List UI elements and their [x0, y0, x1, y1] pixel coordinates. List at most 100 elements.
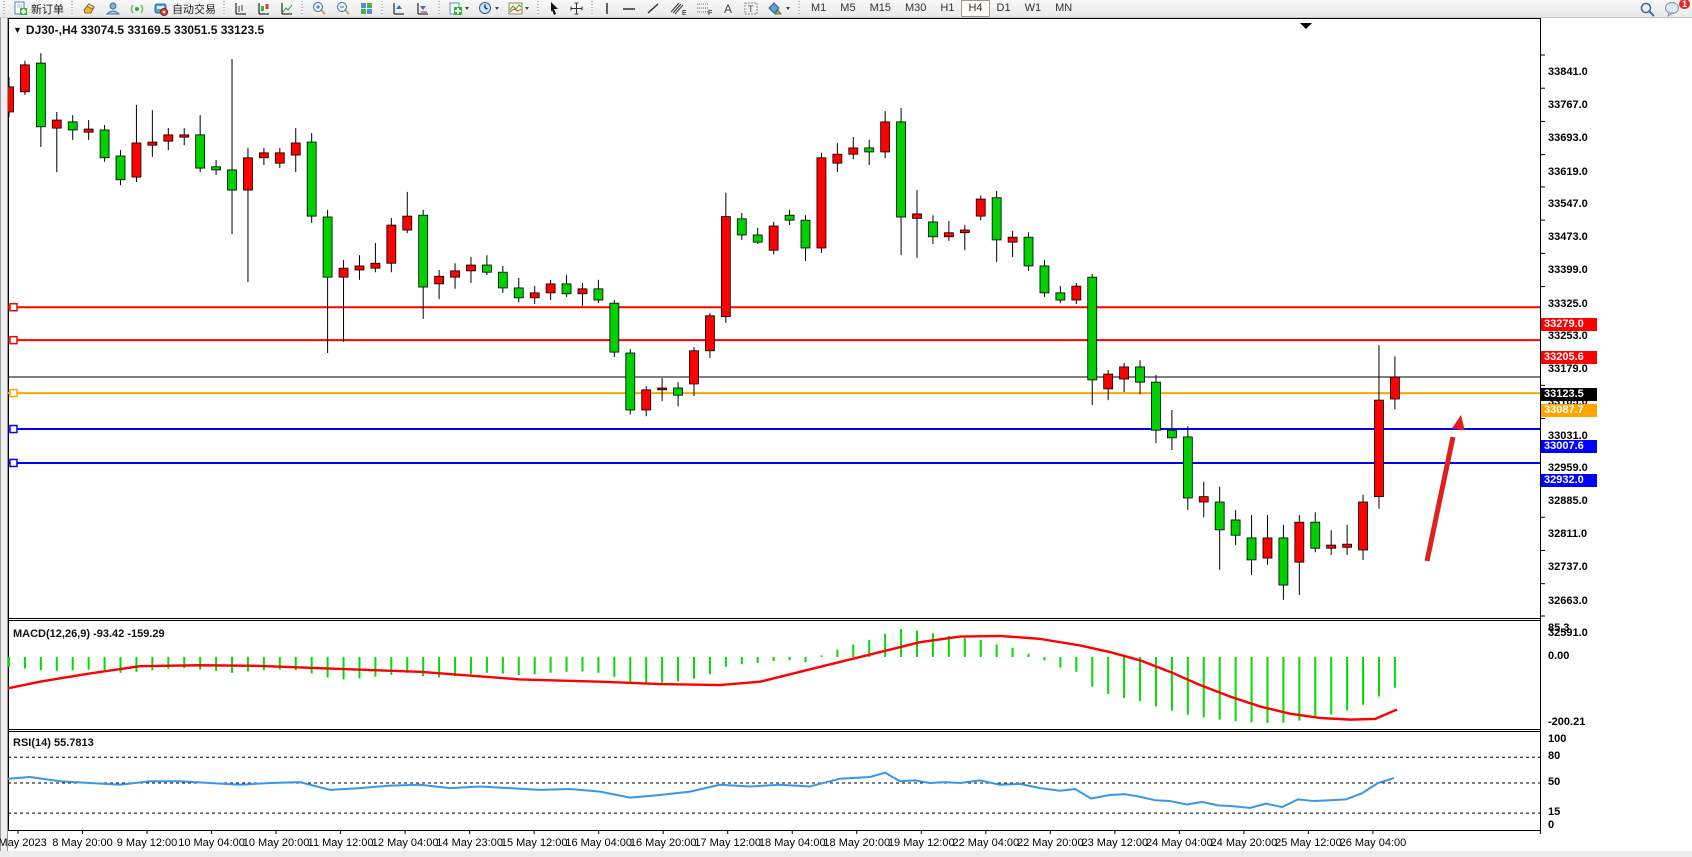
tile-windows-icon	[359, 1, 374, 16]
chat-button[interactable]: 1	[1660, 0, 1690, 17]
bar-chart-button[interactable]	[229, 0, 252, 17]
candle-body	[959, 229, 970, 234]
vertical-line-button[interactable]	[597, 0, 617, 17]
tile-windows-button[interactable]	[355, 0, 378, 17]
zoom-in-icon	[311, 1, 327, 16]
price-badge-33279.0: 33279.0	[1541, 318, 1597, 332]
time-axis-label: 16 May 20:00	[629, 837, 697, 849]
time-axis-label: 24 May 04:00	[1146, 837, 1213, 849]
candle-body	[1358, 501, 1368, 551]
toolbar-separator	[797, 1, 802, 16]
new-order-button[interactable]: 新订单	[9, 0, 68, 17]
time-axis-label: 22 May 20:00	[1016, 837, 1084, 849]
candle-body	[306, 141, 317, 217]
horizontal-scrollbar[interactable]	[0, 851, 1692, 857]
level-handle[interactable]	[9, 388, 18, 398]
add-indicator-button[interactable]	[444, 0, 474, 17]
template-chart-button[interactable]	[504, 0, 534, 17]
candle-body	[1262, 537, 1273, 559]
candle-body	[1103, 373, 1114, 390]
candle-body	[975, 198, 986, 217]
fibonacci-button[interactable]: F	[691, 0, 717, 17]
chart-shift-marker-icon[interactable]	[1300, 23, 1312, 29]
arrow-head[interactable]	[1452, 415, 1465, 431]
arrow-annotation[interactable]	[1424, 436, 1456, 562]
chat-icon	[1664, 1, 1682, 17]
candle-body	[1071, 285, 1082, 301]
candle-body	[1294, 521, 1305, 563]
cursor-icon	[547, 1, 561, 16]
timeframe-H4[interactable]: H4	[961, 0, 990, 17]
level-handle[interactable]	[9, 424, 18, 434]
signal-button[interactable]	[125, 0, 149, 17]
candle-body	[720, 216, 731, 318]
chat-badge: 1	[1678, 0, 1690, 9]
candle-body	[243, 157, 253, 191]
timeframe-D1[interactable]: D1	[996, 2, 1011, 14]
candle-body	[705, 315, 715, 352]
price-axis-label: 33693.0	[1548, 132, 1588, 145]
timeframe-W1[interactable]: W1	[1024, 2, 1042, 14]
rsi-line	[7, 771, 1395, 809]
timeframe-M30[interactable]: M30	[904, 2, 927, 14]
time-axis-label: 10 May 20:00	[242, 837, 310, 849]
candle-body	[83, 128, 94, 133]
horizontal-line-button[interactable]	[617, 0, 641, 17]
equidistant-channel-button[interactable]: E	[665, 0, 691, 17]
line-chart-button[interactable]	[275, 0, 298, 17]
macd-axis-label: 85.3	[1548, 621, 1570, 634]
autotrading-button[interactable]: 自动交易	[149, 0, 220, 17]
candles-group	[8, 53, 1400, 600]
svg-text:T: T	[748, 4, 754, 14]
candlestick-chart-button[interactable]	[252, 0, 275, 17]
price-axis-label: 33547.0	[1548, 197, 1588, 210]
level-handle[interactable]	[9, 335, 18, 345]
chart-canvas[interactable]	[0, 18, 1692, 857]
price-axis-label: 33473.0	[1548, 231, 1588, 244]
candle-body	[577, 288, 588, 295]
chart-window: ▼ DJ30-,H4 33074.5 33169.5 33051.5 33123.…	[0, 18, 1692, 857]
time-axis-label: 23 May 12:00	[1081, 837, 1149, 849]
cursor-button[interactable]	[543, 0, 565, 17]
autotrading-icon	[153, 1, 169, 16]
bucket-button[interactable]	[77, 0, 101, 17]
candle-body	[67, 121, 78, 131]
level-handle[interactable]	[9, 302, 18, 312]
timeframe-M1[interactable]: M1	[811, 2, 827, 14]
text-label-icon: T	[743, 1, 759, 16]
text-button[interactable]: A	[717, 0, 739, 17]
candle-body	[386, 224, 397, 264]
profile-button[interactable]	[101, 0, 125, 17]
candle-body	[1278, 537, 1289, 586]
candle-body	[1087, 276, 1098, 381]
candle-body	[689, 350, 699, 385]
indicator-subwindow-button[interactable]	[411, 0, 435, 17]
timeframe-H1[interactable]: H1	[940, 2, 955, 14]
timeframe-M5[interactable]: M5	[840, 2, 856, 14]
text-label-button[interactable]: T	[739, 0, 763, 17]
level-handle[interactable]	[9, 458, 18, 468]
candle-body	[211, 166, 221, 171]
time-axis-label: 26 May 04:00	[1339, 837, 1407, 849]
window-left-frame	[0, 18, 8, 857]
zoom-out-button[interactable]	[331, 0, 355, 17]
indicator-window-button[interactable]	[387, 0, 411, 17]
chart-menu-arrow-icon[interactable]: ▼	[13, 25, 22, 35]
time-axis-label: 8 May 20:00	[52, 837, 113, 849]
search-button[interactable]	[1635, 0, 1660, 17]
trendline-button[interactable]	[641, 0, 665, 17]
toolbar: 新订单 自动交易	[0, 0, 1692, 18]
timeframe-MN[interactable]: MN	[1055, 2, 1073, 14]
candle-body	[529, 292, 540, 299]
candle-body	[943, 232, 954, 238]
price-axis-label: 32959.0	[1548, 461, 1588, 474]
zoom-in-button[interactable]	[307, 0, 331, 17]
vertical-line-icon	[601, 1, 613, 16]
crosshair-button[interactable]	[565, 0, 588, 17]
price-axis-label: 33619.0	[1548, 165, 1588, 178]
timeframe-M15[interactable]: M15	[869, 2, 891, 14]
period-clock-button[interactable]	[474, 0, 504, 17]
candle-body	[35, 62, 46, 128]
shapes-button[interactable]	[763, 0, 795, 17]
time-axis-label: 11 May 12:00	[307, 837, 374, 849]
